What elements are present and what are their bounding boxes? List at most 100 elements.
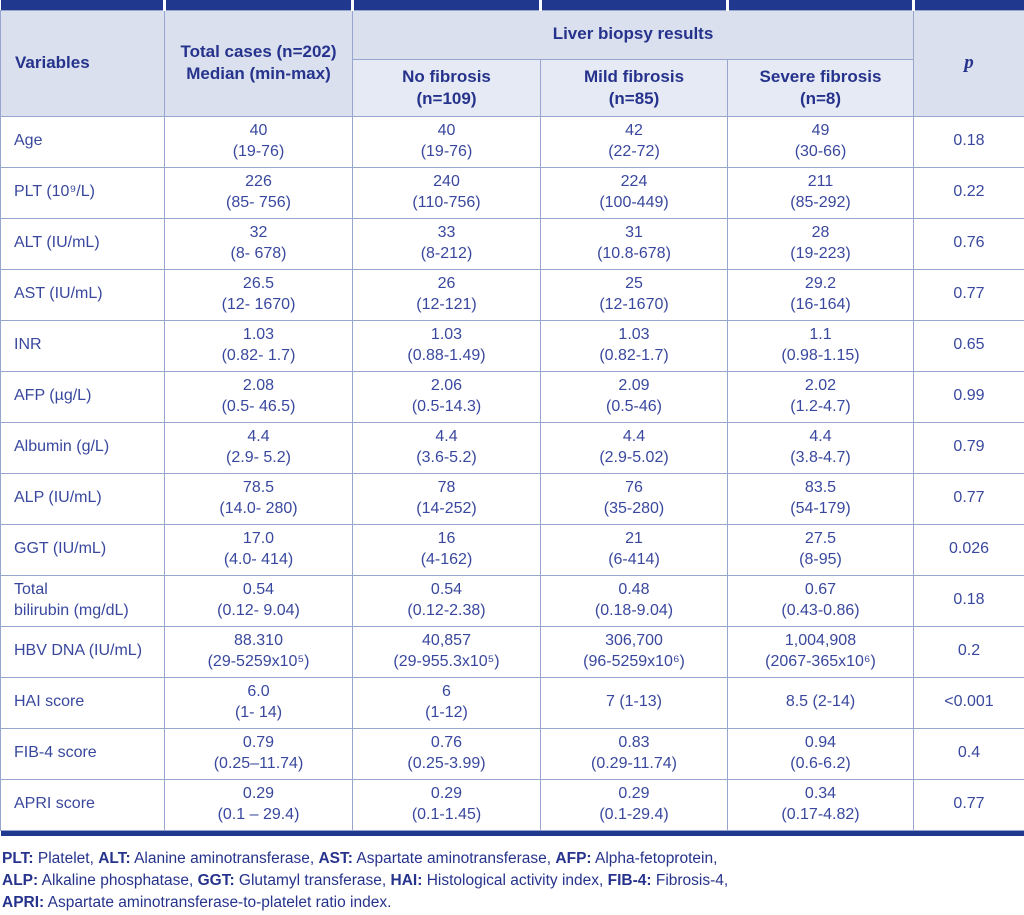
value-cell-no-fibrosis: 4.4 (3.6-5.2) <box>352 421 541 474</box>
table-row: FIB-4 score 0.79 (0.25–11.74) 0.76 (0.25-3… <box>0 727 1024 780</box>
variable-cell: ALP (IU/mL) <box>0 472 165 525</box>
value-cell-mild-fibrosis: 4.4 (2.9-5.02) <box>540 421 728 474</box>
top-bar-segment <box>913 0 1024 10</box>
variable-cell: Albumin (g/L) <box>0 421 165 474</box>
value-cell-severe-fibrosis: 29.2 (16-164) <box>727 268 914 321</box>
p-value-cell: 0.77 <box>913 268 1024 321</box>
p-value-cell: 0.4 <box>913 727 1024 780</box>
variable-cell: HAI score <box>0 676 165 729</box>
variable-cell: FIB-4 score <box>0 727 165 780</box>
variable-cell: INR <box>0 319 165 372</box>
value-cell-mild-fibrosis: 224 (100-449) <box>540 166 728 219</box>
table-row: INR 1.03 (0.82- 1.7) 1.03 (0.88-1.49) 1.03 … <box>0 319 1024 372</box>
table-row: HBV DNA (IU/mL) 88.310 (29-5259x10⁵) 40,85… <box>0 625 1024 678</box>
p-value-cell: 0.79 <box>913 421 1024 474</box>
value-cell-no-fibrosis: 16 (4-162) <box>352 523 541 576</box>
column-group-header-liver-biopsy-results: Liver biopsy results <box>352 9 914 60</box>
variable-cell: AFP (µg/L) <box>0 370 165 423</box>
table-row: AFP (µg/L) 2.08 (0.5- 46.5) 2.06 (0.5-14.3… <box>0 370 1024 423</box>
value-cell-severe-fibrosis: 0.34 (0.17-4.82) <box>727 778 914 831</box>
p-value-cell: 0.18 <box>913 574 1024 627</box>
footnote-abbreviation: AFP: <box>555 850 592 868</box>
header-row-sub: No fibrosis (n=109) Mild fibrosis (n=85)… <box>1 58 1024 117</box>
value-cell-mild-fibrosis: 76 (35-280) <box>540 472 728 525</box>
footnote-abbreviation: GGT: <box>197 872 235 890</box>
bottom-navy-bar <box>0 830 1024 837</box>
variable-cell: Total bilirubin (mg/dL) <box>0 574 165 627</box>
value-cell-no-fibrosis: 40,857 (29-955.3x10⁵) <box>352 625 541 678</box>
value-cell-no-fibrosis: 0.54 (0.12-2.38) <box>352 574 541 627</box>
value-cell-no-fibrosis: 1.03 (0.88-1.49) <box>352 319 541 372</box>
footnotes: PLT: Platelet, ALT: Alanine aminotransfe… <box>0 836 1024 914</box>
value-cell-total: 1.03 (0.82- 1.7) <box>164 319 353 372</box>
footnote-abbreviation: FIB-4: <box>607 872 652 890</box>
top-bar-segment <box>727 0 915 10</box>
p-value-cell: 0.18 <box>913 115 1024 168</box>
value-cell-total: 0.29 (0.1 – 29.4) <box>164 778 353 831</box>
value-cell-no-fibrosis: 0.29 (0.1-1.45) <box>352 778 541 831</box>
value-cell-no-fibrosis: 26 (12-121) <box>352 268 541 321</box>
value-cell-no-fibrosis: 2.06 (0.5-14.3) <box>352 370 541 423</box>
footnote-abbreviation: ALT: <box>98 850 131 868</box>
value-cell-no-fibrosis: 78 (14-252) <box>352 472 541 525</box>
column-header-total-cases: Total cases (n=202) Median (min-max) <box>164 9 353 117</box>
column-header-variables: Variables <box>0 9 165 117</box>
value-cell-severe-fibrosis: 1.1 (0.98-1.15) <box>727 319 914 372</box>
footnote-line: PLT: Platelet, ALT: Alanine aminotransfe… <box>2 850 718 868</box>
value-cell-no-fibrosis: 240 (110-756) <box>352 166 541 219</box>
value-cell-no-fibrosis: 0.76 (0.25-3.99) <box>352 727 541 780</box>
value-cell-mild-fibrosis: 1.03 (0.82-1.7) <box>540 319 728 372</box>
p-value-cell: 0.99 <box>913 370 1024 423</box>
top-bar-segment <box>352 0 542 10</box>
value-cell-severe-fibrosis: 2.02 (1.2-4.7) <box>727 370 914 423</box>
table-body: Age 40 (19-76) 40 (19-76) 42 (22-72) 49 (30-… <box>0 115 1024 831</box>
footnote-abbreviation: HAI: <box>390 872 423 890</box>
table-row: AST (IU/mL) 26.5 (12- 1670) 26 (12-121) 25 … <box>0 268 1024 321</box>
value-cell-severe-fibrosis: 0.67 (0.43-0.86) <box>727 574 914 627</box>
top-bar-segment <box>0 0 166 10</box>
value-cell-mild-fibrosis: 31 (10.8-678) <box>540 217 728 270</box>
value-cell-mild-fibrosis: 42 (22-72) <box>540 115 728 168</box>
liver-biopsy-results-table: Variables Total cases (n=202) Median (mi… <box>0 0 1024 837</box>
p-value-cell: <0.001 <box>913 676 1024 729</box>
variable-cell: APRI score <box>0 778 165 831</box>
value-cell-mild-fibrosis: 21 (6-414) <box>540 523 728 576</box>
value-cell-total: 0.79 (0.25–11.74) <box>164 727 353 780</box>
value-cell-mild-fibrosis: 0.48 (0.18-9.04) <box>540 574 728 627</box>
table-row: Total bilirubin (mg/dL) 0.54 (0.12- 9.04)… <box>0 574 1024 627</box>
value-cell-total: 4.4 (2.9- 5.2) <box>164 421 353 474</box>
value-cell-severe-fibrosis: 83.5 (54-179) <box>727 472 914 525</box>
top-bar-segment <box>164 0 354 10</box>
table-row: HAI score 6.0 (1- 14) 6 (1-12) 7 (1-13) 8.5 … <box>0 676 1024 729</box>
variable-cell: ALT (IU/mL) <box>0 217 165 270</box>
p-value-cell: 0.026 <box>913 523 1024 576</box>
p-value-cell: 0.2 <box>913 625 1024 678</box>
top-bar-segment <box>540 0 729 10</box>
value-cell-total: 32 (8- 678) <box>164 217 353 270</box>
table-row: APRI score 0.29 (0.1 – 29.4) 0.29 (0.1-1.4… <box>0 778 1024 831</box>
footnote-abbreviation: AST: <box>318 850 353 868</box>
table-row: ALP (IU/mL) 78.5 (14.0- 280) 78 (14-252) 76… <box>0 472 1024 525</box>
value-cell-severe-fibrosis: 27.5 (8-95) <box>727 523 914 576</box>
column-header-severe-fibrosis: Severe fibrosis (n=8) <box>727 58 914 117</box>
value-cell-no-fibrosis: 33 (8-212) <box>352 217 541 270</box>
footnote-line: APRI: Aspartate aminotransferase-to-plat… <box>2 894 392 912</box>
value-cell-no-fibrosis: 40 (19-76) <box>352 115 541 168</box>
value-cell-total: 6.0 (1- 14) <box>164 676 353 729</box>
variable-cell: PLT (10⁹/L) <box>0 166 165 219</box>
footnote-abbreviation: ALP: <box>2 872 39 890</box>
footnote-abbreviation: PLT: <box>2 850 34 868</box>
value-cell-mild-fibrosis: 7 (1-13) <box>540 676 728 729</box>
value-cell-no-fibrosis: 6 (1-12) <box>352 676 541 729</box>
variable-cell: HBV DNA (IU/mL) <box>0 625 165 678</box>
variable-cell: AST (IU/mL) <box>0 268 165 321</box>
p-value-cell: 0.77 <box>913 472 1024 525</box>
table-row: ALT (IU/mL) 32 (8- 678) 33 (8-212) 31 (10.8… <box>0 217 1024 270</box>
footnote-abbreviation: APRI: <box>2 894 45 912</box>
value-cell-total: 0.54 (0.12- 9.04) <box>164 574 353 627</box>
value-cell-severe-fibrosis: 211 (85-292) <box>727 166 914 219</box>
column-header-mild-fibrosis: Mild fibrosis (n=85) <box>540 58 728 117</box>
value-cell-mild-fibrosis: 25 (12-1670) <box>540 268 728 321</box>
table-row: Age 40 (19-76) 40 (19-76) 42 (22-72) 49 (30-… <box>0 115 1024 168</box>
